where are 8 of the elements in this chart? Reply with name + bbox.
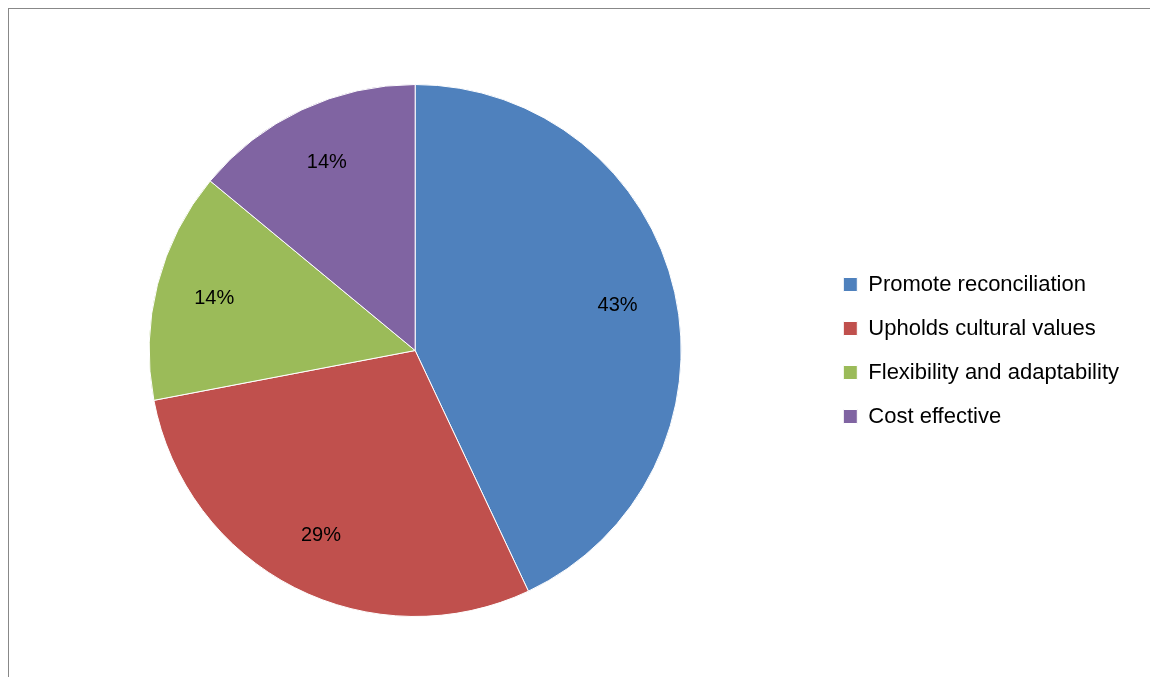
data-label: 14% [194, 286, 235, 309]
legend-label: Flexibility and adaptability [868, 358, 1120, 384]
data-label: 14% [306, 150, 348, 173]
legend-label: Cost effective [868, 402, 1002, 428]
data-label: 29% [300, 522, 342, 545]
legend-label: Upholds cultural values [868, 314, 1096, 340]
legend-label: Promote reconciliation [868, 270, 1086, 296]
data-label: 43% [597, 292, 638, 315]
